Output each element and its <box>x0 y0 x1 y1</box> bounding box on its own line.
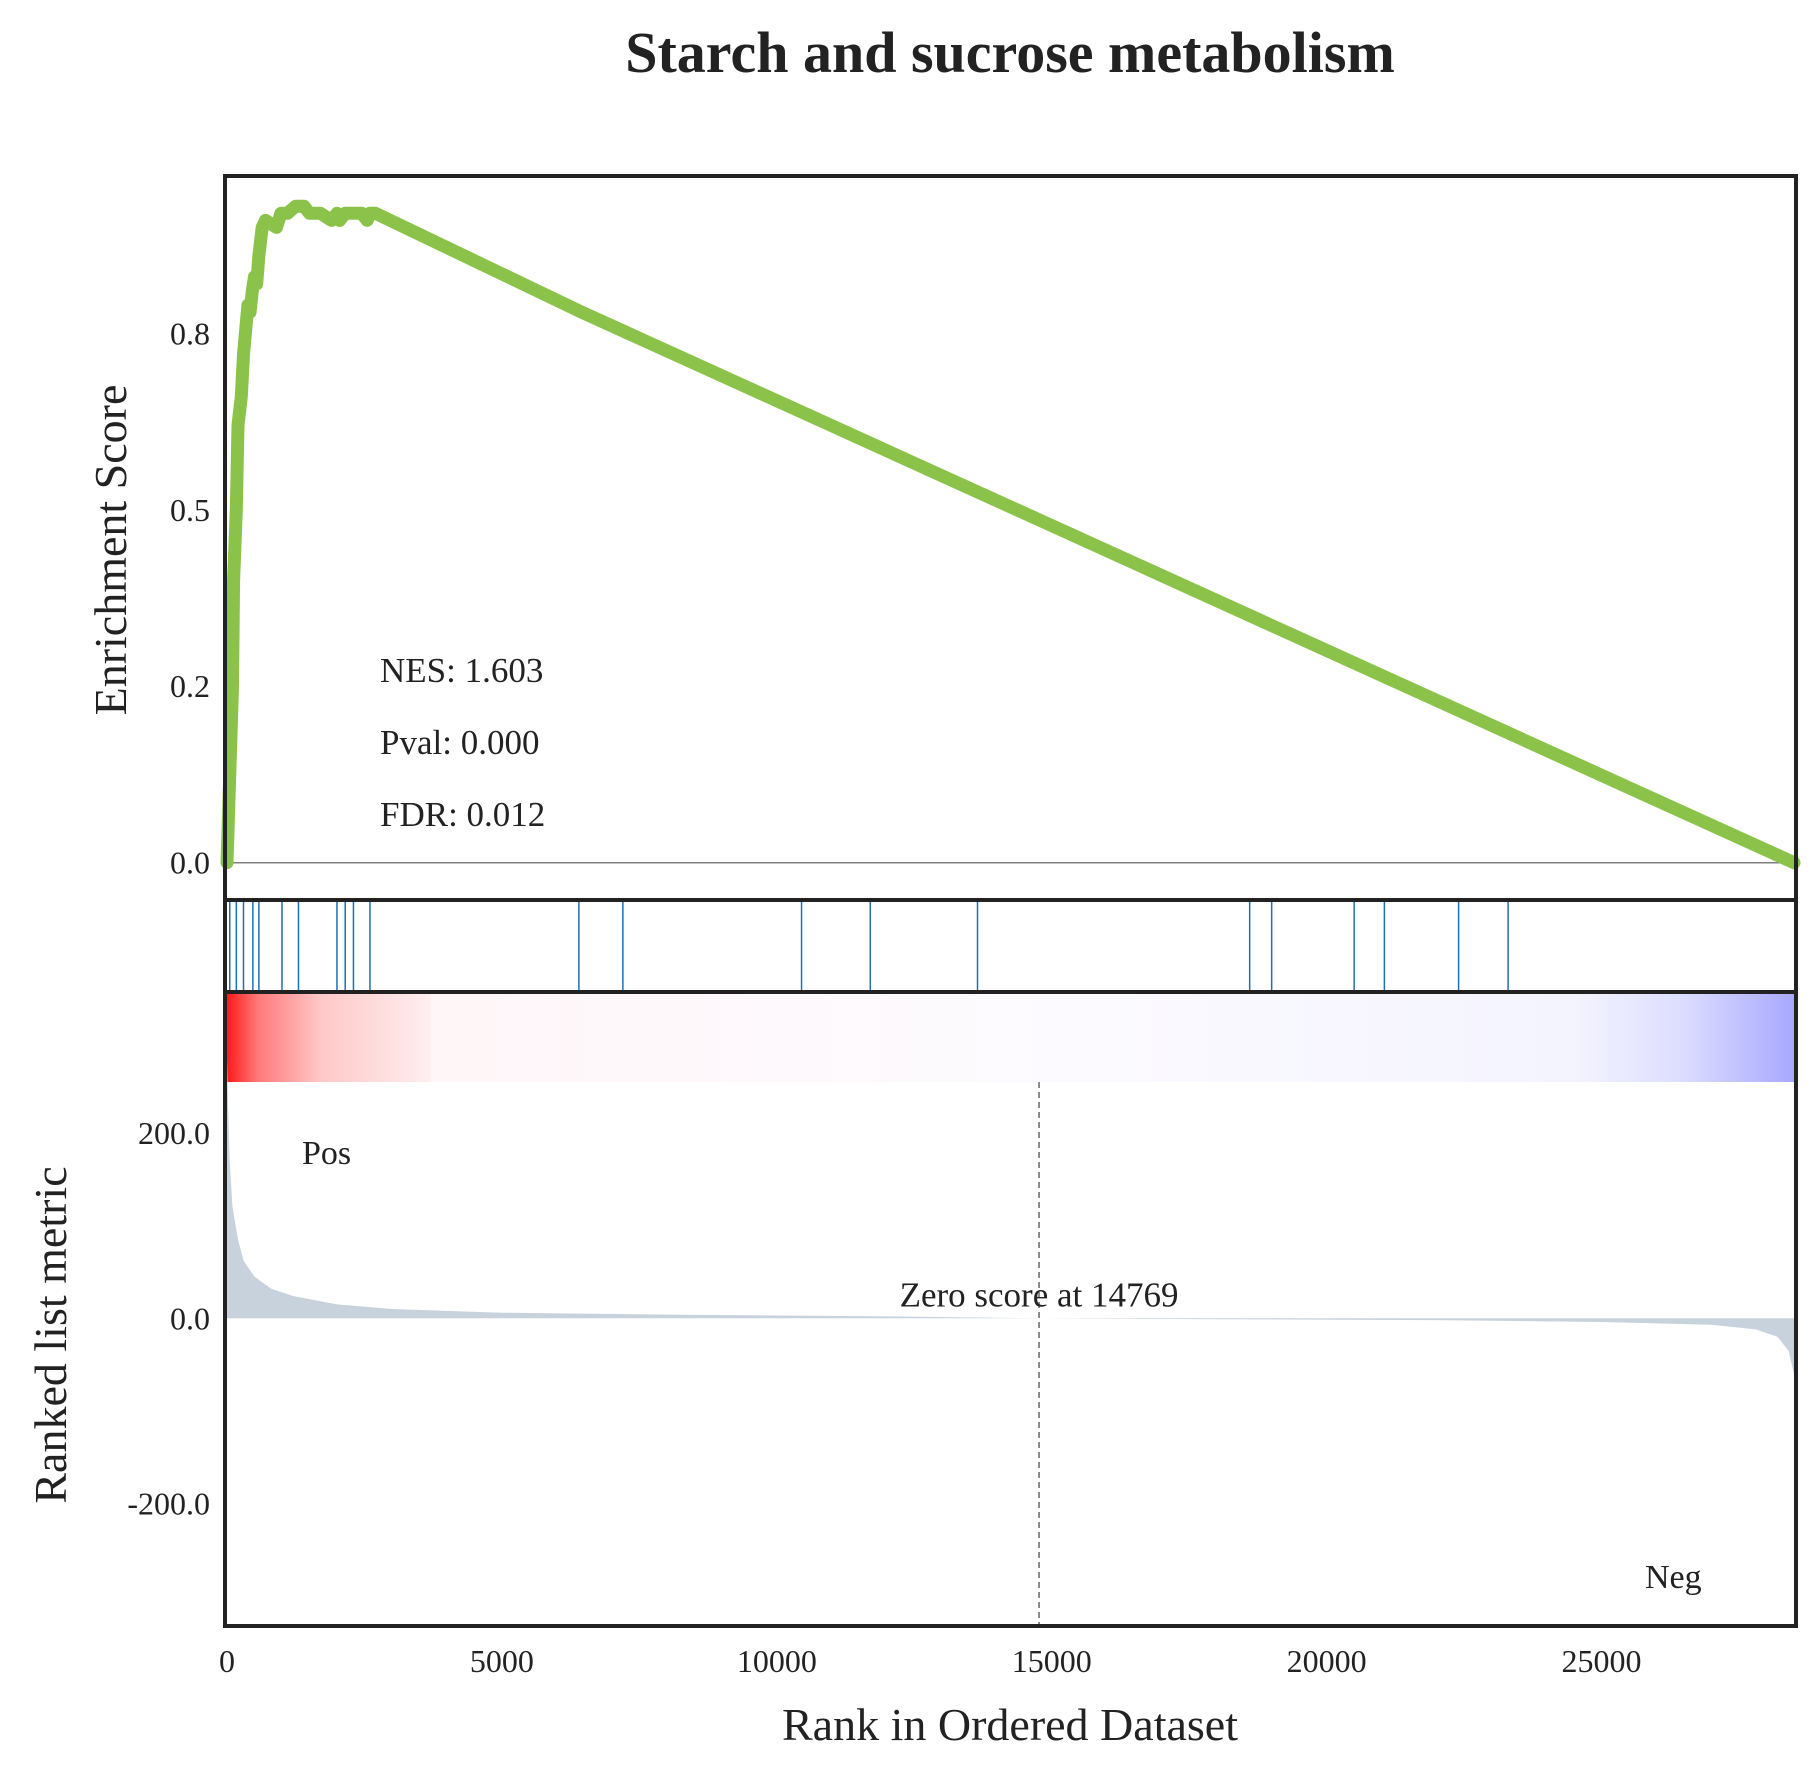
es-y-tick-label: 0.2 <box>170 668 210 704</box>
es-y-axis-label: Enrichment Score <box>85 385 136 716</box>
es-panel-frame <box>223 174 1798 902</box>
nes-annotation: NES: 1.603 <box>380 651 543 690</box>
pval-annotation: Pval: 0.000 <box>380 723 539 762</box>
es-y-tick-label: 0.8 <box>170 315 210 351</box>
ranked-metric-area <box>227 1058 1794 1374</box>
zero-score-label: Zero score at 14769 <box>900 1275 1179 1314</box>
es-y-tick-label: 0.0 <box>170 845 210 881</box>
x-tick-label: 10000 <box>737 1643 817 1679</box>
hits-panel-frame <box>223 898 1798 994</box>
gene-hits <box>228 902 1509 990</box>
rm-y-tick-label: 0.0 <box>170 1300 210 1336</box>
fdr-annotation: FDR: 0.012 <box>380 795 545 834</box>
rm-panel-frame <box>223 990 1798 1628</box>
hits-panel <box>223 898 1798 994</box>
ranked-metric-panel: Zero score at 14769 Pos Neg -200.0 0.0 200… <box>25 990 1798 1628</box>
x-tick-label: 0 <box>219 1643 235 1679</box>
es-y-ticks: 0.0 0.2 0.5 0.8 <box>170 315 210 880</box>
enrichment-panel: 0.0 0.2 0.5 0.8 NES: 1.603 Pval: 0.000 FDR:… <box>85 174 1801 902</box>
x-tick-label: 20000 <box>1287 1643 1367 1679</box>
rm-y-tick-label: -200.0 <box>127 1486 210 1522</box>
x-tick-label: 5000 <box>470 1643 534 1679</box>
rm-y-axis-label: Ranked list metric <box>25 1166 76 1503</box>
pos-label: Pos <box>302 1135 351 1172</box>
x-tick-label: 25000 <box>1562 1643 1642 1679</box>
x-tick-label: 15000 <box>1012 1643 1092 1679</box>
rm-y-ticks: -200.0 0.0 200.0 <box>127 1115 210 1522</box>
rank-color-bar <box>227 992 1794 1082</box>
enrichment-score-curve <box>220 199 1801 870</box>
x-ticks: 0 5000 10000 15000 20000 25000 <box>219 1643 1642 1679</box>
rm-y-tick-label: 200.0 <box>138 1115 210 1151</box>
neg-label: Neg <box>1645 1559 1702 1596</box>
es-y-tick-label: 0.5 <box>170 492 210 528</box>
x-axis-label: Rank in Ordered Dataset <box>782 1699 1238 1750</box>
chart-title: Starch and sucrose metabolism <box>625 20 1395 85</box>
